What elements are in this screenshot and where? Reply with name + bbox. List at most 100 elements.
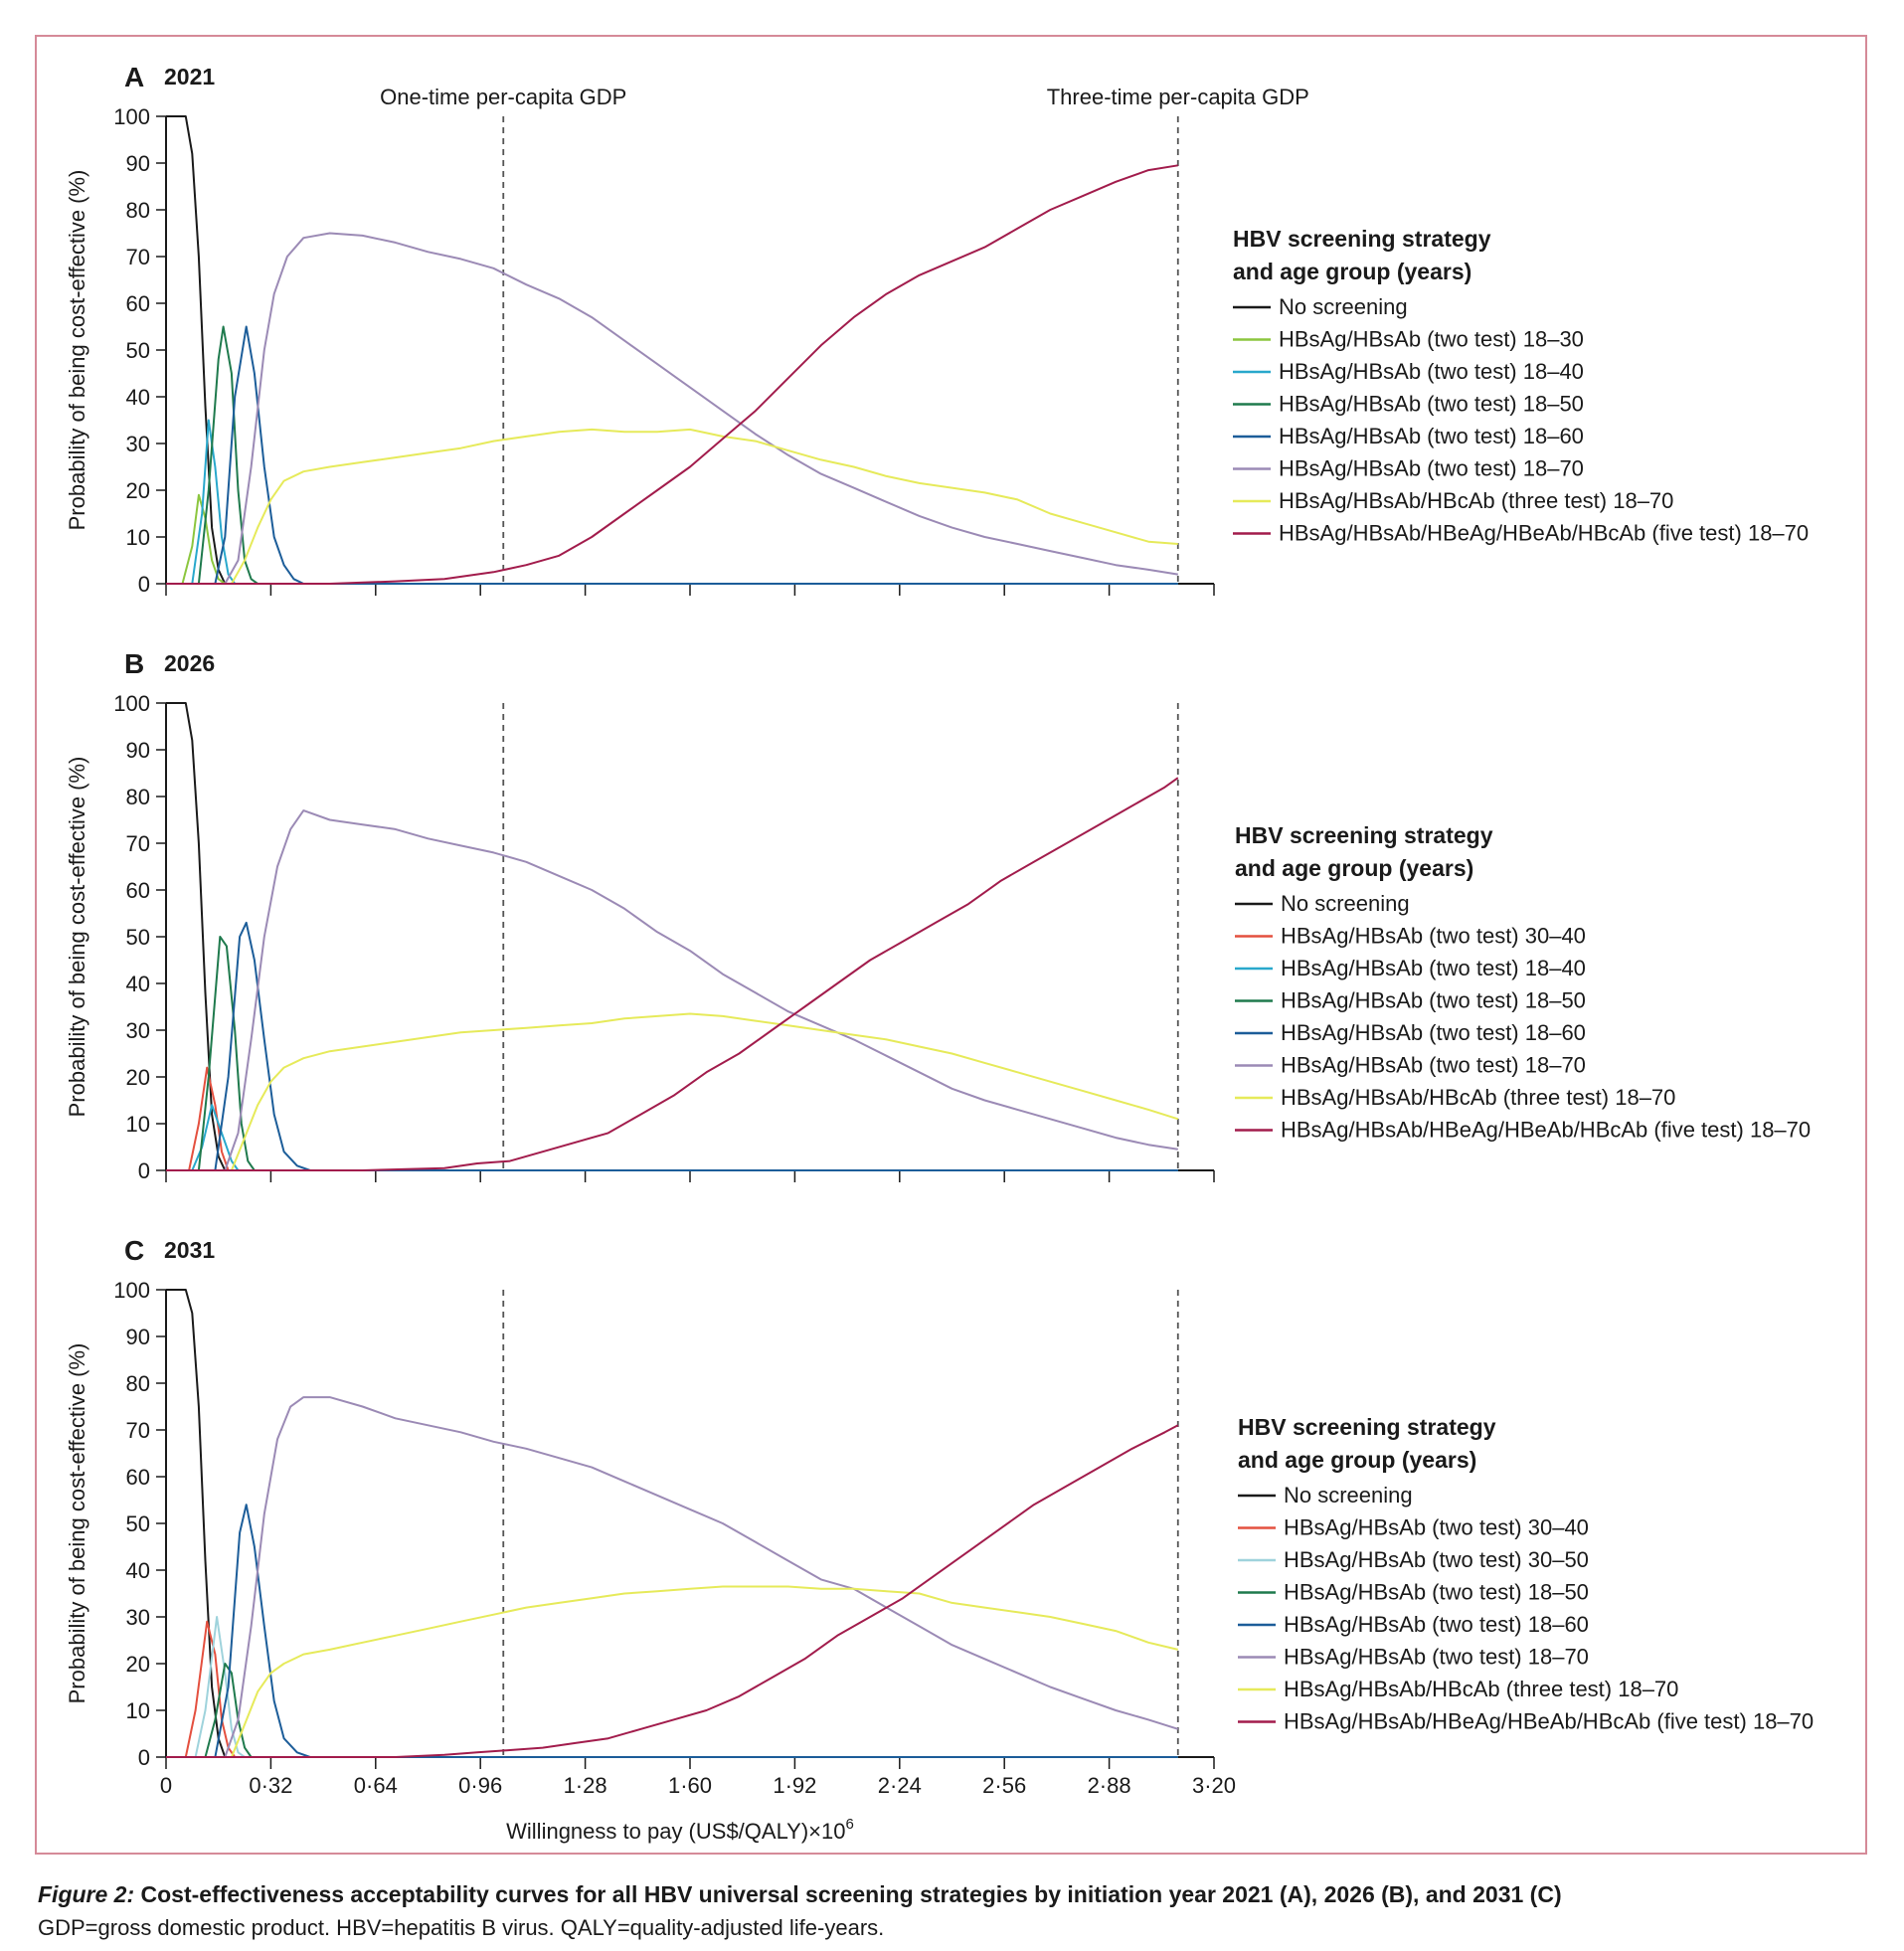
- panel-year: 2026: [164, 650, 215, 676]
- x-tick-label: 1·28: [564, 1773, 607, 1798]
- series-line-hbsag-hbsab-two-test-18-50: [166, 1663, 1178, 1758]
- y-axis-label: Probability of being cost-effective (%): [65, 757, 89, 1118]
- y-tick-label: 30: [126, 1018, 150, 1043]
- x-tick-label: 1·60: [668, 1773, 712, 1798]
- legend-title: HBV screening strategy: [1235, 822, 1493, 848]
- y-tick-label: 100: [113, 104, 150, 129]
- y-tick-label: 60: [126, 1465, 150, 1490]
- y-tick-label: 50: [126, 1511, 150, 1536]
- legend-entry: HBsAg/HBsAb/HBcAb (three test) 18–70: [1284, 1677, 1678, 1701]
- series-line-hbsag-hbsab-two-test-30-40: [166, 1066, 1178, 1171]
- legend: HBV screening strategy and age group (yea…: [1238, 1414, 1814, 1734]
- x-axis-label: Willingness to pay (US$/QALY)×106: [506, 1816, 854, 1844]
- caption-text: GDP=gross domestic product. HBV=hepatiti…: [38, 1915, 885, 1940]
- y-tick-label: 50: [126, 338, 150, 363]
- series-line-hbsag-hbsab-two-test-18-50: [166, 936, 1178, 1171]
- y-tick-label: 30: [126, 432, 150, 456]
- y-axis-label: Probability of being cost-effective (%): [65, 1343, 89, 1704]
- legend-entry: HBsAg/HBsAb (two test) 30–40: [1284, 1515, 1589, 1540]
- series-line-hbsag-hbsab-hbcab-three-test-18-70: [166, 1012, 1179, 1171]
- legend-entry: No screening: [1284, 1483, 1413, 1508]
- legend-entry: No screening: [1281, 891, 1410, 916]
- legend-entry: HBsAg/HBsAb (two test) 18–40: [1279, 359, 1584, 384]
- x-tick-label: 2·24: [878, 1773, 922, 1798]
- legend: HBV screening strategy and age group (yea…: [1235, 822, 1811, 1143]
- y-tick-label: 90: [126, 1325, 150, 1349]
- caption-title-text: Cost-effectiveness acceptability curves …: [140, 1881, 1562, 1907]
- figure-caption: Figure 2: Cost-effectiveness acceptabili…: [38, 1877, 1867, 1945]
- legend-entry: HBsAg/HBsAb (two test) 18–50: [1281, 988, 1586, 1013]
- reference-line-label: Three-time per-capita GDP: [1047, 85, 1309, 109]
- series-line-hbsag-hbsab-two-test-18-60: [166, 921, 1178, 1171]
- legend-entry: HBsAg/HBsAb (two test) 18–60: [1284, 1612, 1589, 1637]
- series-line-hbsag-hbsab-two-test-18-70: [166, 232, 1178, 585]
- legend-entry: HBsAg/HBsAb (two test) 18–70: [1281, 1053, 1586, 1078]
- y-tick-label: 80: [126, 1371, 150, 1396]
- caption-title: Figure 2: Cost-effectiveness acceptabili…: [38, 1877, 1867, 1911]
- legend-entry: No screening: [1279, 294, 1408, 319]
- y-tick-label: 20: [126, 478, 150, 503]
- y-tick-label: 50: [126, 925, 150, 950]
- panel-a: A 2021 0 10 20 30 40 50 60 70 80 90 100 Probability o…: [65, 62, 1809, 597]
- series-line-hbsag-hbsab-hbeag-hbeab-hbcab-five-test-18-70: [166, 1424, 1179, 1758]
- y-tick-label: 70: [126, 831, 150, 856]
- legend-entry: HBsAg/HBsAb (two test) 18–50: [1284, 1580, 1589, 1605]
- y-tick-label: 0: [138, 1745, 150, 1770]
- y-tick-label: 70: [126, 1418, 150, 1443]
- series-line-hbsag-hbsab-two-test-18-30: [166, 493, 1178, 585]
- legend-entry: HBsAg/HBsAb/HBeAg/HBeAb/HBcAb (five test…: [1284, 1709, 1814, 1734]
- legend-entry: HBsAg/HBsAb/HBcAb (three test) 18–70: [1281, 1085, 1675, 1110]
- series-line-hbsag-hbsab-two-test-18-40: [166, 419, 1178, 585]
- series-line-hbsag-hbsab-two-test-18-70: [166, 809, 1178, 1171]
- panel-letter: C: [124, 1235, 144, 1266]
- legend-entry: HBsAg/HBsAb (two test) 18–40: [1281, 956, 1586, 980]
- x-tick-label: 0·64: [354, 1773, 398, 1798]
- series-line-hbsag-hbsab-two-test-18-60: [166, 325, 1178, 585]
- legend-entry: HBsAg/HBsAb (two test) 30–40: [1281, 924, 1586, 949]
- y-tick-label: 10: [126, 525, 150, 550]
- legend-entry: HBsAg/HBsAb (two test) 18–50: [1279, 392, 1584, 417]
- y-tick-label: 0: [138, 1158, 150, 1183]
- legend-entry: HBsAg/HBsAb (two test) 18–30: [1279, 327, 1584, 352]
- legend-entry: HBsAg/HBsAb (two test) 18–60: [1281, 1020, 1586, 1045]
- series-line-hbsag-hbsab-two-test-18-50: [166, 325, 1178, 585]
- y-tick-label: 10: [126, 1112, 150, 1137]
- y-tick-label: 60: [126, 291, 150, 316]
- series-line-hbsag-hbsab-hbeag-hbeab-hbcab-five-test-18-70: [166, 164, 1178, 585]
- y-tick-label: 0: [138, 572, 150, 597]
- y-tick-label: 30: [126, 1605, 150, 1630]
- legend-title: HBV screening strategy: [1238, 1414, 1496, 1440]
- x-tick-label: 2·88: [1088, 1773, 1131, 1798]
- x-tick-label: 2·56: [982, 1773, 1026, 1798]
- series-line-hbsag-hbsab-two-test-18-60: [166, 1504, 1178, 1758]
- legend-entry: HBsAg/HBsAb (two test) 18–70: [1284, 1645, 1589, 1670]
- x-tick-label: 1·92: [773, 1773, 816, 1798]
- legend: HBV screening strategy and age group (yea…: [1233, 226, 1809, 546]
- series-line-hbsag-hbsab-two-test-18-70: [166, 1396, 1179, 1758]
- series-line-hbsag-hbsab-hbcab-three-test-18-70: [166, 1585, 1179, 1758]
- series-line-hbsag-hbsab-two-test-30-50: [166, 1616, 1178, 1758]
- legend-entry: HBsAg/HBsAb/HBeAg/HBeAb/HBcAb (five test…: [1279, 521, 1809, 546]
- panel-b: B 2026 0 10 20 30 40 50 60 70 80 90 100 Probability o…: [65, 648, 1811, 1183]
- y-tick-label: 20: [126, 1065, 150, 1090]
- legend-title: and age group (years): [1238, 1447, 1476, 1473]
- x-tick-label: 0: [160, 1773, 172, 1798]
- legend-title: and age group (years): [1233, 259, 1471, 284]
- y-tick-label: 90: [126, 151, 150, 176]
- panel-letter: B: [124, 648, 144, 679]
- series-line-hbsag-hbsab-hbcab-three-test-18-70: [166, 428, 1178, 585]
- y-axis-label: Probability of being cost-effective (%): [65, 170, 89, 531]
- y-tick-label: 100: [113, 1278, 150, 1303]
- figure-frame: [35, 35, 1867, 1855]
- y-tick-label: 90: [126, 738, 150, 763]
- series-line-hbsag-hbsab-hbeag-hbeab-hbcab-five-test-18-70: [166, 777, 1179, 1171]
- legend-title: HBV screening strategy: [1233, 226, 1491, 252]
- panel-year: 2031: [164, 1237, 215, 1263]
- series-line-no-screening: [166, 1289, 1178, 1758]
- panel-letter: A: [124, 62, 144, 92]
- y-tick-label: 10: [126, 1698, 150, 1723]
- caption-figure-label: Figure 2:: [38, 1881, 135, 1907]
- x-tick-label: 3·20: [1192, 1773, 1236, 1798]
- legend-entry: HBsAg/HBsAb (two test) 30–50: [1284, 1547, 1589, 1572]
